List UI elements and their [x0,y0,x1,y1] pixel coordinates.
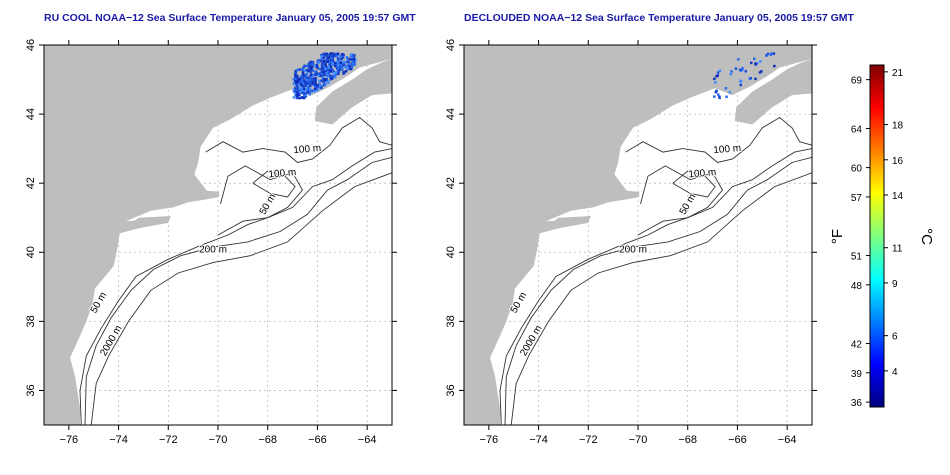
contour-2000m [90,172,392,425]
y-tick-label: 36 [25,384,37,396]
y-tick-label: 40 [445,246,457,258]
land-mass [44,45,392,425]
contour-100m [205,116,392,163]
contour-100m [625,116,812,163]
x-tick-label: −74 [529,434,548,446]
colorbar-c-label: 16 [892,156,904,167]
x-tick-label: −74 [109,434,128,446]
colorbar-c-label: 6 [892,332,898,343]
x-tick-label: −64 [358,434,377,446]
x-tick-label: −70 [629,434,648,446]
colorbar-f-label: 42 [851,339,863,350]
contour-label: 200 m [199,244,227,255]
colorbar-c-label: 11 [892,244,903,255]
colorbar-f-label: 60 [851,164,863,175]
colorbar-unit-celsius: °C [917,228,935,245]
x-tick-label: −66 [728,434,747,446]
colorbar-f-label: 69 [851,76,863,87]
contour-50m [79,165,304,425]
contour-200m [84,148,392,425]
x-tick-label: −66 [308,434,327,446]
x-tick-label: −68 [678,434,697,446]
contour-label: 100 m [713,143,742,156]
contour-label: 100 m [268,167,297,180]
colorbar-f-label: 51 [851,252,863,263]
x-tick-label: −76 [480,434,499,446]
colorbar-c-label: 18 [892,121,904,132]
left-panel-title: RU COOL NOAA−12 Sea Surface Temperature … [44,12,416,24]
colorbar-c-label: 14 [892,191,904,202]
colorbar-f-label: 39 [851,369,863,380]
right-panel-title: DECLOUDED NOAA−12 Sea Surface Temperatur… [464,12,854,24]
contour-label: 100 m [293,143,322,156]
x-tick-label: −72 [579,434,598,446]
nova-scotia-land [734,58,812,125]
long-island-land [541,216,591,232]
x-tick-label: −76 [60,434,79,446]
contour-label: 100 m [688,167,717,180]
contour-label: 200 m [619,244,647,255]
contour-200m [504,148,812,425]
y-tick-label: 42 [25,177,37,189]
x-tick-label: −72 [159,434,178,446]
colorbar-c-label: 9 [892,279,898,290]
colorbar-f-label: 57 [851,193,863,204]
nova-scotia-land [314,58,392,125]
y-tick-label: 36 [445,384,457,396]
long-island-land [121,216,171,232]
y-tick-label: 44 [445,108,457,120]
colorbar-f-label: 36 [851,398,863,409]
y-tick-label: 44 [25,108,37,120]
colorbar-c-label: 4 [892,367,898,378]
colorbar-unit-fahrenheit: °F [829,228,847,245]
colorbar-f-label: 48 [851,281,863,292]
contour-50m [499,165,724,425]
colorbar-gradient [869,64,885,408]
contour-2000m [510,172,812,425]
y-tick-label: 40 [25,246,37,258]
x-tick-label: −64 [778,434,797,446]
sst-data-patch [713,52,776,100]
y-tick-label: 46 [445,39,457,51]
colorbar-c-label: 21 [892,68,904,79]
land-mass [464,45,812,425]
x-tick-label: −68 [258,434,277,446]
y-tick-label: 46 [25,39,37,51]
y-tick-label: 42 [445,177,457,189]
y-tick-label: 38 [25,315,37,327]
colorbar-f-label: 64 [851,125,863,136]
contour-100m-bank [252,170,296,198]
y-tick-label: 38 [445,315,457,327]
contour-100m-bank [672,170,716,198]
x-tick-label: −70 [209,434,228,446]
sst-data-patch [292,52,357,100]
